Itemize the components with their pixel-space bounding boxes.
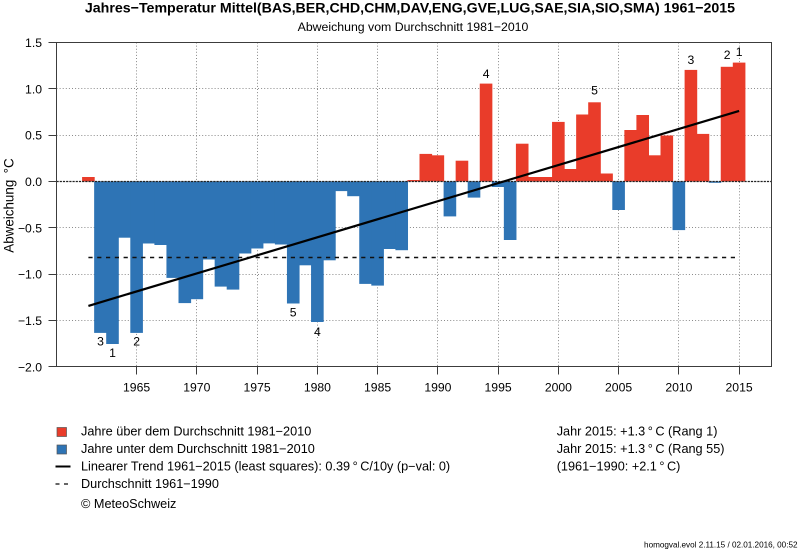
svg-text:1: 1 [736, 45, 743, 59]
svg-text:3: 3 [97, 335, 104, 349]
svg-text:1990: 1990 [424, 381, 451, 395]
svg-text:2: 2 [133, 335, 140, 349]
svg-text:−2.0: −2.0 [18, 361, 42, 375]
svg-text:Jahre unter dem Durchschnitt 1: Jahre unter dem Durchschnitt 1981−2010 [81, 442, 315, 456]
svg-text:1980: 1980 [304, 381, 331, 395]
svg-text:Jahre über dem Durchschnitt 19: Jahre über dem Durchschnitt 1981−2010 [81, 424, 311, 438]
svg-text:Abweichung vom Durchschnitt 19: Abweichung vom Durchschnitt 1981−2010 [298, 20, 529, 34]
svg-text:2000: 2000 [545, 381, 572, 395]
svg-text:4: 4 [483, 67, 490, 81]
svg-text:1975: 1975 [244, 381, 271, 395]
svg-text:© MeteoSchweiz: © MeteoSchweiz [81, 497, 176, 511]
svg-text:homogval.evol 2.11.15 / 02.01.: homogval.evol 2.11.15 / 02.01.2016, 00:5… [644, 541, 798, 550]
svg-text:0.0: 0.0 [25, 175, 42, 189]
svg-text:1985: 1985 [364, 381, 391, 395]
svg-text:Abweichung °C: Abweichung °C [2, 158, 17, 253]
svg-text:(1961−1990: +2.1 ° C): (1961−1990: +2.1 ° C) [557, 460, 681, 474]
svg-text:−1.5: −1.5 [18, 314, 42, 328]
svg-text:Jahr 2015: +1.3 ° C (Rang 1): Jahr 2015: +1.3 ° C (Rang 1) [557, 424, 718, 438]
svg-text:5: 5 [290, 306, 297, 320]
svg-text:1970: 1970 [183, 381, 210, 395]
svg-text:0.5: 0.5 [25, 129, 42, 143]
svg-text:2005: 2005 [605, 381, 632, 395]
svg-text:1: 1 [109, 346, 116, 360]
svg-text:Linearer Trend 1961−2015 (leas: Linearer Trend 1961−2015 (least squares)… [81, 460, 450, 474]
svg-text:5: 5 [591, 84, 598, 98]
svg-text:−1.0: −1.0 [18, 268, 42, 282]
svg-text:1.5: 1.5 [25, 36, 42, 50]
svg-text:2010: 2010 [665, 381, 692, 395]
svg-text:−0.5: −0.5 [18, 221, 42, 235]
svg-text:2: 2 [724, 48, 731, 62]
svg-text:Jahres−Temperatur Mittel(BAS,B: Jahres−Temperatur Mittel(BAS,BER,CHD,CHM… [85, 1, 735, 17]
svg-text:4: 4 [314, 325, 321, 339]
svg-text:1.0: 1.0 [25, 82, 42, 96]
svg-text:2015: 2015 [726, 381, 753, 395]
svg-text:1965: 1965 [123, 381, 150, 395]
svg-text:3: 3 [688, 53, 695, 67]
svg-text:Jahr 2015: +1.3 ° C (Rang 55): Jahr 2015: +1.3 ° C (Rang 55) [557, 442, 725, 456]
svg-text:Durchschnitt 1961−1990: Durchschnitt 1961−1990 [81, 477, 219, 491]
svg-text:1995: 1995 [485, 381, 512, 395]
